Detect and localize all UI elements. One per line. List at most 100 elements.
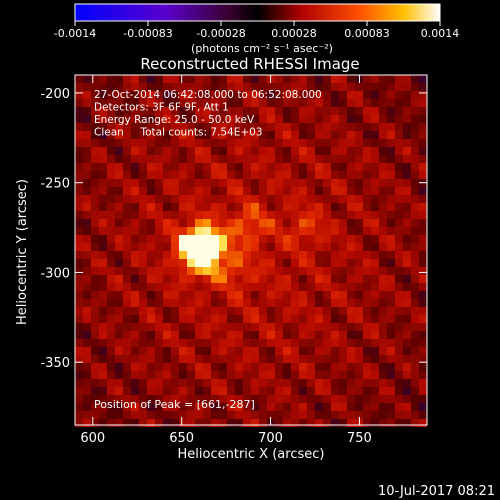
- heatmap-cell: [171, 123, 179, 131]
- heatmap-cell: [395, 291, 403, 299]
- heatmap-cell: [403, 411, 411, 419]
- heatmap-cell: [83, 83, 91, 91]
- heatmap-cell: [339, 307, 347, 315]
- heatmap-cell: [355, 187, 363, 195]
- heatmap-cell: [259, 323, 267, 331]
- heatmap-cell: [259, 91, 267, 99]
- heatmap-cell: [355, 395, 363, 403]
- heatmap-cell: [83, 219, 91, 227]
- heatmap-cell: [195, 323, 203, 331]
- heatmap-cell: [275, 411, 283, 419]
- heatmap-cell: [387, 83, 395, 91]
- heatmap-cell: [75, 347, 83, 355]
- heatmap-cell: [91, 243, 99, 251]
- heatmap-cell: [395, 75, 403, 83]
- heatmap-cell: [267, 355, 275, 363]
- heatmap-cell: [387, 355, 395, 363]
- heatmap-cell: [203, 227, 211, 235]
- heatmap-cell: [171, 251, 179, 259]
- heatmap-cell: [91, 179, 99, 187]
- heatmap-cell: [91, 219, 99, 227]
- heatmap-cell: [251, 155, 259, 163]
- heatmap-cell: [115, 219, 123, 227]
- heatmap-cell: [331, 243, 339, 251]
- heatmap-cell: [107, 307, 115, 315]
- heatmap-cell: [211, 323, 219, 331]
- heatmap-cell: [307, 179, 315, 187]
- heatmap-cell: [131, 339, 139, 347]
- heatmap-cell: [123, 195, 131, 203]
- heatmap-cell: [259, 251, 267, 259]
- heatmap-cell: [339, 379, 347, 387]
- heatmap-cell: [187, 251, 195, 259]
- heatmap-cell: [347, 107, 355, 115]
- heatmap-cell: [171, 379, 179, 387]
- heatmap-cell: [371, 395, 379, 403]
- heatmap-cell: [243, 275, 251, 283]
- heatmap-cell: [75, 211, 83, 219]
- heatmap-cell: [203, 259, 211, 267]
- heatmap-cell: [211, 171, 219, 179]
- heatmap-cell: [99, 371, 107, 379]
- heatmap-cell: [163, 203, 171, 211]
- heatmap-cell: [315, 243, 323, 251]
- heatmap-cell: [331, 363, 339, 371]
- heatmap-cell: [147, 155, 155, 163]
- heatmap-cell: [83, 123, 91, 131]
- heatmap-cell: [243, 219, 251, 227]
- heatmap-cell: [259, 411, 267, 419]
- heatmap-cell: [379, 203, 387, 211]
- heatmap-cell: [155, 275, 163, 283]
- heatmap-cell: [283, 163, 291, 171]
- heatmap-cell: [355, 371, 363, 379]
- heatmap-cell: [243, 99, 251, 107]
- heatmap-cell: [75, 267, 83, 275]
- heatmap-cell: [163, 139, 171, 147]
- heatmap-cell: [155, 123, 163, 131]
- heatmap-cell: [371, 275, 379, 283]
- heatmap-cell: [107, 115, 115, 123]
- heatmap-cell: [83, 291, 91, 299]
- heatmap-cell: [259, 395, 267, 403]
- heatmap-cell: [331, 395, 339, 403]
- heatmap-cell: [267, 227, 275, 235]
- heatmap-cell: [379, 187, 387, 195]
- heatmap-cell: [91, 331, 99, 339]
- heatmap-cell: [131, 331, 139, 339]
- heatmap-cell: [387, 307, 395, 315]
- heatmap-cell: [115, 235, 123, 243]
- heatmap-cell: [171, 235, 179, 243]
- heatmap-cell: [75, 195, 83, 203]
- heatmap-cell: [83, 371, 91, 379]
- heatmap-cell: [123, 91, 131, 99]
- heatmap-cell: [347, 83, 355, 91]
- heatmap-cell: [179, 163, 187, 171]
- heatmap-cell: [171, 387, 179, 395]
- heatmap-cell: [251, 331, 259, 339]
- heatmap-cell: [107, 387, 115, 395]
- heatmap-cell: [155, 83, 163, 91]
- peak-position-label: Position of Peak = [661,-287]: [94, 398, 255, 411]
- heatmap-cell: [419, 163, 427, 171]
- heatmap-cell: [315, 323, 323, 331]
- heatmap-cell: [259, 211, 267, 219]
- heatmap-cell: [139, 91, 147, 99]
- heatmap-cell: [139, 187, 147, 195]
- heatmap-cell: [139, 211, 147, 219]
- heatmap-cell: [251, 163, 259, 171]
- heatmap-cell: [379, 75, 387, 83]
- heatmap-cell: [347, 243, 355, 251]
- heatmap-cell: [339, 243, 347, 251]
- heatmap-cell: [283, 83, 291, 91]
- heatmap-cell: [187, 259, 195, 267]
- heatmap-cell: [243, 331, 251, 339]
- heatmap-cell: [227, 83, 235, 91]
- heatmap-cell: [307, 107, 315, 115]
- heatmap-cell: [131, 115, 139, 123]
- heatmap-cell: [83, 155, 91, 163]
- heatmap-cell: [347, 131, 355, 139]
- heatmap-cell: [131, 419, 139, 427]
- heatmap-cell: [83, 283, 91, 291]
- heatmap-cell: [299, 355, 307, 363]
- heatmap-cell: [211, 83, 219, 91]
